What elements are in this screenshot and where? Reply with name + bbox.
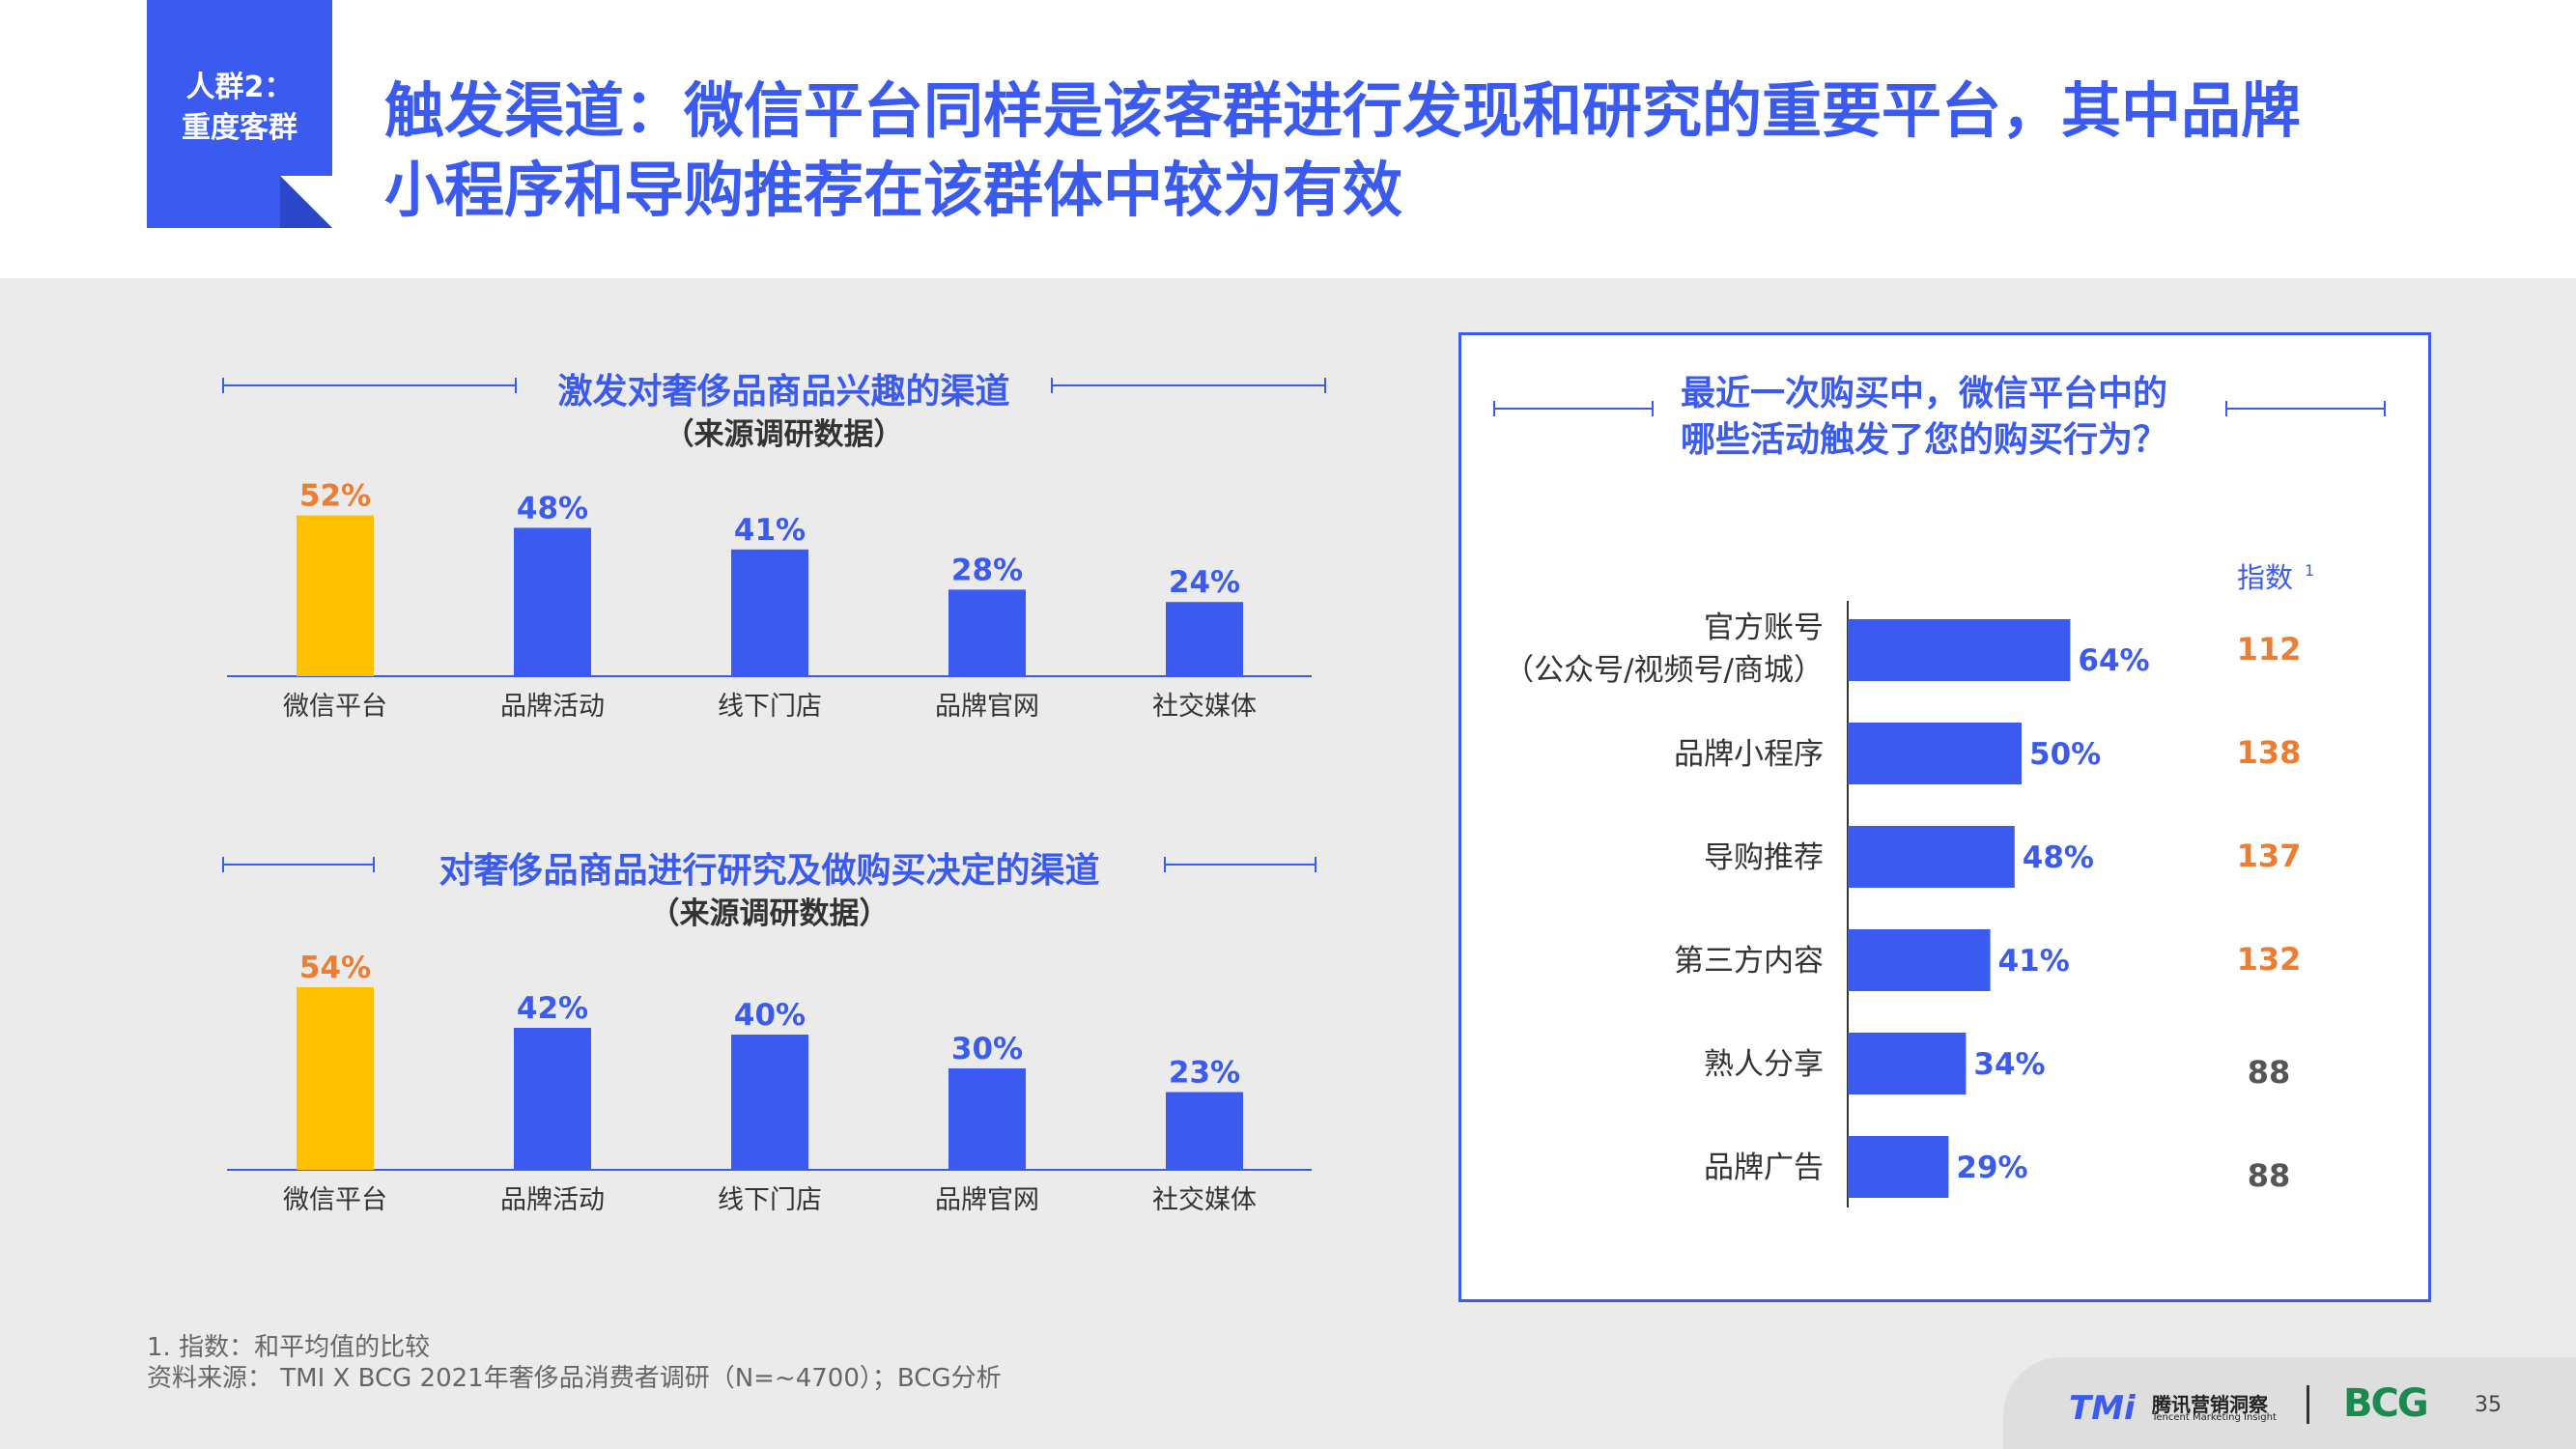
chart3-title-line-2: 哪些活动触发了您的购买行为？ — [1681, 417, 2260, 464]
tmi-logo: TMi — [2069, 1389, 2136, 1428]
category-label-5: 熟人分享 — [1704, 1047, 1824, 1082]
audience-tag-text: 人群2： 重度客群 — [147, 68, 332, 149]
category-label-4: 第三方内容 — [1674, 944, 1824, 979]
tmi-logo-en: Tencent Marketing Insight — [2152, 1412, 2277, 1423]
chart1-bar-chart: 52% 微信平台 48% 品牌活动 41% 线下门店 28% 品牌官网 24% 社交媒体 — [222, 464, 1333, 734]
bar-5 — [1166, 1093, 1243, 1171]
data-label-5: 24% — [1169, 565, 1240, 600]
data-label-2: 48% — [517, 491, 588, 526]
data-label-1: 54% — [299, 951, 371, 985]
data-label-1: 52% — [299, 479, 371, 514]
index-value-3: 137 — [2237, 838, 2302, 874]
bar-2 — [514, 527, 591, 676]
category-label-3: 线下门店 — [718, 1185, 822, 1215]
chart2-title-rule-right — [1164, 864, 1316, 866]
hbar-data-label-5: 34% — [1973, 1047, 2045, 1082]
chart1-subtitle: （来源调研数据） — [526, 410, 1041, 453]
category-label-2: 品牌活动 — [500, 692, 605, 722]
tag-fold-shadow — [280, 176, 332, 228]
bar-3 — [731, 1035, 808, 1170]
title-line-1: 触发渠道：微信平台同样是该客群进行发现和研究的重要平台，其中品牌 — [384, 71, 2490, 151]
hbar-1 — [1848, 619, 2070, 681]
page-title: 触发渠道：微信平台同样是该客群进行发现和研究的重要平台，其中品牌 小程序和导购推… — [384, 71, 2490, 230]
category-label-6: 品牌广告 — [1704, 1151, 1824, 1185]
data-label-3: 41% — [734, 513, 806, 548]
page-number: 35 — [2475, 1393, 2502, 1417]
category-label-3: 导购推荐 — [1704, 840, 1824, 875]
category-label-4: 品牌官网 — [935, 1185, 1039, 1215]
hbar-data-label-3: 48% — [2023, 840, 2094, 875]
chart1-title: 激发对奢侈品商品兴趣的渠道 — [526, 363, 1041, 413]
chart2-title-rule-left — [222, 864, 375, 866]
hbar-2 — [1848, 723, 2022, 784]
bcg-logo: BCG — [2343, 1381, 2427, 1426]
index-value-1: 112 — [2237, 631, 2302, 668]
footnote-source: 资料来源： TMI X BCG 2021年奢侈品消费者调研（N=~4700）；B… — [147, 1358, 1002, 1394]
data-label-4: 28% — [951, 553, 1023, 587]
category-label-1-line2: （公众号/视频号/商城） — [1504, 653, 1824, 688]
chart2-title: 对奢侈品商品进行研究及做购买决定的渠道 — [382, 842, 1157, 893]
category-label-2: 品牌小程序 — [1674, 737, 1824, 772]
hbar-data-label-6: 29% — [1956, 1151, 2027, 1185]
bar-4 — [948, 589, 1026, 676]
category-label-3: 线下门店 — [718, 692, 822, 722]
index-value-5: 88 — [2248, 1054, 2291, 1091]
index-value-4: 132 — [2237, 941, 2302, 978]
hbar-data-label-1: 64% — [2078, 643, 2149, 678]
bar-4 — [948, 1068, 1026, 1170]
index-value-2: 138 — [2237, 734, 2302, 771]
data-label-5: 23% — [1169, 1056, 1240, 1091]
chart1-title-rule-right — [1051, 384, 1326, 386]
title-line-2: 小程序和导购推荐在该群体中较为有效 — [384, 151, 2490, 230]
data-label-4: 30% — [951, 1032, 1023, 1066]
tag-line-2: 重度客群 — [147, 108, 332, 149]
category-label-5: 社交媒体 — [1152, 692, 1257, 722]
hbar-data-label-2: 50% — [2029, 737, 2101, 772]
tag-line-1: 人群2： — [147, 68, 332, 108]
data-label-3: 40% — [734, 998, 806, 1033]
category-label-2: 品牌活动 — [500, 1185, 605, 1215]
logo-divider — [2307, 1385, 2309, 1424]
category-label-1: 微信平台 — [283, 1185, 387, 1215]
index-value-6: 88 — [2248, 1157, 2291, 1194]
data-label-2: 42% — [517, 991, 588, 1026]
bar-1 — [297, 516, 374, 676]
index-header-footnote-mark: 1 — [2305, 561, 2314, 580]
category-label-1: 微信平台 — [283, 692, 387, 722]
chart3-title-rule-left — [1493, 408, 1654, 410]
chart2-subtitle: （来源调研数据） — [382, 889, 1157, 932]
hbar-data-label-4: 41% — [1998, 944, 2070, 979]
chart1-title-rule-left — [222, 384, 517, 386]
bar-2 — [514, 1028, 591, 1170]
chart3-title: 最近一次购买中，微信平台中的 哪些活动触发了您的购买行为？ — [1681, 371, 2260, 464]
category-label-5: 社交媒体 — [1152, 1185, 1257, 1215]
hbar-5 — [1848, 1033, 1966, 1094]
category-label-1: 官方账号 — [1704, 611, 1824, 645]
bar-5 — [1166, 602, 1243, 676]
chart3-horizontal-bar-chart: 指数 1 64% 官方账号 （公众号/视频号/商城） 112 50% 品牌小程序 138 48% 导… — [1461, 541, 2427, 1217]
hbar-6 — [1848, 1136, 1948, 1198]
chart2-bar-chart: 54% 微信平台 42% 品牌活动 40% 线下门店 30% 品牌官网 23% 社交媒体 — [222, 943, 1333, 1223]
hbar-3 — [1848, 826, 2015, 888]
chart3-title-line-1: 最近一次购买中，微信平台中的 — [1681, 371, 2260, 417]
index-header: 指数 — [2237, 561, 2293, 594]
bar-3 — [731, 550, 808, 676]
hbar-4 — [1848, 929, 1991, 991]
category-label-4: 品牌官网 — [935, 692, 1039, 722]
bar-1 — [297, 987, 374, 1170]
